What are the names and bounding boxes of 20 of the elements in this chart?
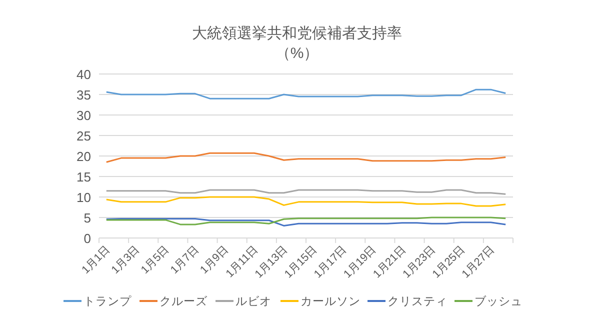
legend-label: トランプ [84,294,132,308]
y-tick-label: 10 [76,190,91,205]
y-tick-label: 30 [76,108,91,123]
legend-label: クルーズ [160,295,208,308]
line-series [106,88,506,100]
line-series [106,196,506,207]
legend-label: カールソン [300,296,360,308]
legend-label: クリスティ [388,296,448,308]
y-tick-label: 40 [76,67,91,82]
legend-label: ルビオ [236,295,272,308]
y-tick-label: 35 [76,88,91,102]
y-tick-label: 20 [76,149,91,164]
y-tick-label: 25 [76,128,91,144]
y-tick-label: 15 [76,170,91,184]
y-tick-label: 5 [84,210,91,226]
chart-title: 大統領選挙共和党候補者支持率 [192,25,402,42]
y-tick-label: 0 [84,231,91,246]
line-series [106,152,506,163]
chart-subtitle: （%） [275,45,319,62]
legend-label: ブッシュ [474,294,522,308]
